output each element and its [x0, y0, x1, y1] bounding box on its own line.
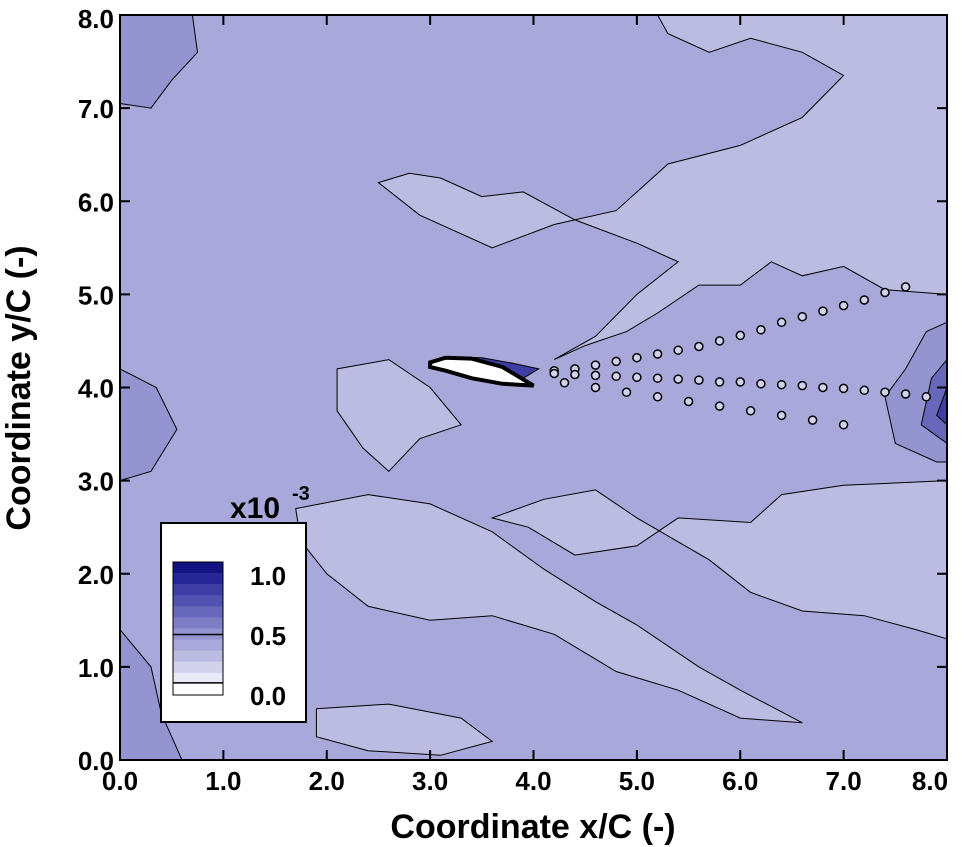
contour-region-0 — [377, 15, 947, 361]
wake-marker-8 — [714, 336, 725, 346]
wake-marker-44 — [776, 410, 787, 421]
wake-marker-2 — [590, 360, 601, 370]
wake-marker-28 — [756, 379, 766, 389]
legend-swatch-4 — [173, 639, 223, 651]
legend-swatch-frame — [172, 561, 224, 696]
wake-marker-13 — [818, 306, 828, 316]
wake-marker-38 — [590, 382, 601, 393]
contour-region-10 — [936, 387, 947, 426]
wake-marker-7 — [694, 341, 704, 352]
legend-swatch-9 — [173, 584, 223, 596]
legend-swatch-8 — [173, 595, 223, 607]
wake-marker-16 — [880, 287, 890, 298]
contour-regions — [120, 15, 947, 760]
x-axis-ticks: 0.0 1.0 2.0 3.0 4.0 5.0 6.0 7.0 8.0 — [102, 15, 948, 796]
legend-label-max: 1.0 — [250, 561, 286, 591]
y-tick-label-4: 4.0 — [78, 374, 114, 404]
wake-marker-26 — [714, 377, 725, 387]
x-tick-label-6: 6.0 — [722, 766, 758, 796]
y-tick-label-1: 1.0 — [78, 653, 114, 683]
wake-marker-15 — [859, 295, 870, 305]
x-tick-label-5: 5.0 — [619, 766, 655, 796]
wake-marker-45 — [807, 415, 818, 425]
contour-region-4 — [336, 359, 462, 472]
wake-marker-30 — [797, 380, 808, 391]
wake-marker-24 — [673, 374, 683, 384]
wake-marker-35 — [900, 389, 911, 399]
contour-region-6 — [120, 368, 178, 482]
wake-marker-18 — [549, 368, 559, 379]
legend-scale-label: x10 — [230, 492, 280, 525]
x-axis-title: Coordinate x/C (-) — [390, 808, 675, 846]
legend-scale-exponent: -3 — [292, 483, 310, 505]
legend-swatch-7 — [173, 606, 223, 618]
wake-marker-4 — [632, 352, 642, 363]
y-tick-label-6: 6.0 — [78, 187, 114, 217]
wake-marker-40 — [652, 392, 663, 402]
contour-region-3 — [315, 703, 494, 756]
legend-swatch-1 — [173, 672, 223, 685]
wake-marker-36 — [921, 392, 932, 402]
wake-marker-10 — [756, 325, 766, 335]
legend-swatch-10 — [173, 573, 223, 585]
y-axis-title: Coordinate y/C (-) — [0, 245, 38, 530]
y-axis-ticks: 0.0 1.0 2.0 3.0 4.0 5.0 6.0 7.0 8.0 — [78, 4, 947, 776]
contour-region-7 — [120, 628, 183, 760]
wake-marker-22 — [632, 372, 642, 383]
wake-marker-42 — [714, 401, 725, 411]
legend-label-mid: 0.5 — [250, 621, 286, 651]
x-tick-label-0: 0.0 — [102, 766, 138, 796]
wake-marker-20 — [590, 370, 601, 381]
wake-marker-39 — [621, 387, 632, 397]
x-tick-label-4: 4.0 — [515, 766, 551, 796]
y-tick-label-0: 0.0 — [78, 746, 114, 776]
wake-marker-41 — [683, 396, 694, 407]
y-tick-label-7: 7.0 — [78, 94, 114, 124]
x-tick-label-2: 2.0 — [309, 766, 345, 796]
wake-marker-34 — [880, 387, 890, 397]
wake-marker-14 — [838, 300, 849, 311]
y-tick-label-8: 8.0 — [78, 4, 114, 34]
wake-marker-29 — [776, 379, 787, 390]
x-tick-label-1: 1.0 — [205, 766, 241, 796]
y-tick-label-3: 3.0 — [78, 467, 114, 497]
wake-marker-43 — [745, 406, 756, 416]
wake-marker-11 — [776, 317, 787, 328]
legend-swatch-11 — [173, 562, 223, 574]
wake-marker-19 — [570, 369, 580, 380]
legend-swatch-3 — [173, 650, 223, 663]
wake-marker-32 — [838, 383, 849, 394]
wake-marker-17 — [900, 282, 911, 292]
legend-color-bar — [172, 561, 224, 696]
legend-swatch-0 — [173, 683, 223, 696]
wake-marker-25 — [694, 375, 704, 385]
wake-marker-6 — [673, 345, 683, 355]
wake-marker-37 — [559, 378, 570, 388]
contour-region-2 — [295, 494, 803, 724]
contour-region-1 — [490, 480, 947, 640]
wake-marker-21 — [611, 371, 621, 382]
wake-marker-3 — [611, 356, 621, 367]
x-tick-label-8: 8.0 — [912, 766, 948, 796]
wake-marker-23 — [652, 373, 663, 383]
legend: x10 -3 1.0 0.5 0.0 — [160, 483, 310, 723]
legend-label-min: 0.0 — [250, 681, 286, 711]
wake-marker-5 — [652, 349, 663, 359]
airfoil-shape — [428, 355, 535, 388]
wake-marker-31 — [818, 382, 828, 393]
y-tick-label-5: 5.0 — [78, 280, 114, 310]
x-tick-label-7: 7.0 — [826, 766, 862, 796]
wake-marker-9 — [735, 330, 746, 341]
legend-swatch-6 — [173, 617, 223, 629]
wake-markers — [549, 282, 932, 430]
wake-marker-12 — [797, 311, 808, 322]
y-tick-label-2: 2.0 — [78, 560, 114, 590]
legend-swatch-2 — [173, 661, 223, 674]
wake-marker-33 — [859, 385, 870, 396]
wake-marker-27 — [735, 377, 746, 387]
x-tick-label-3: 3.0 — [412, 766, 448, 796]
contour-region-5 — [120, 15, 199, 109]
wake-marker-46 — [838, 420, 849, 430]
